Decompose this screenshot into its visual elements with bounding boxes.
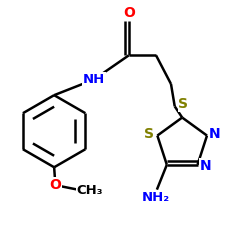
Text: N: N — [200, 159, 211, 173]
Text: S: S — [178, 97, 188, 111]
Text: N: N — [209, 127, 221, 141]
Text: O: O — [123, 6, 135, 20]
Text: S: S — [144, 127, 154, 141]
Text: CH₃: CH₃ — [76, 184, 103, 197]
Text: NH₂: NH₂ — [142, 190, 170, 203]
Text: NH: NH — [83, 72, 105, 86]
Text: O: O — [50, 178, 61, 192]
